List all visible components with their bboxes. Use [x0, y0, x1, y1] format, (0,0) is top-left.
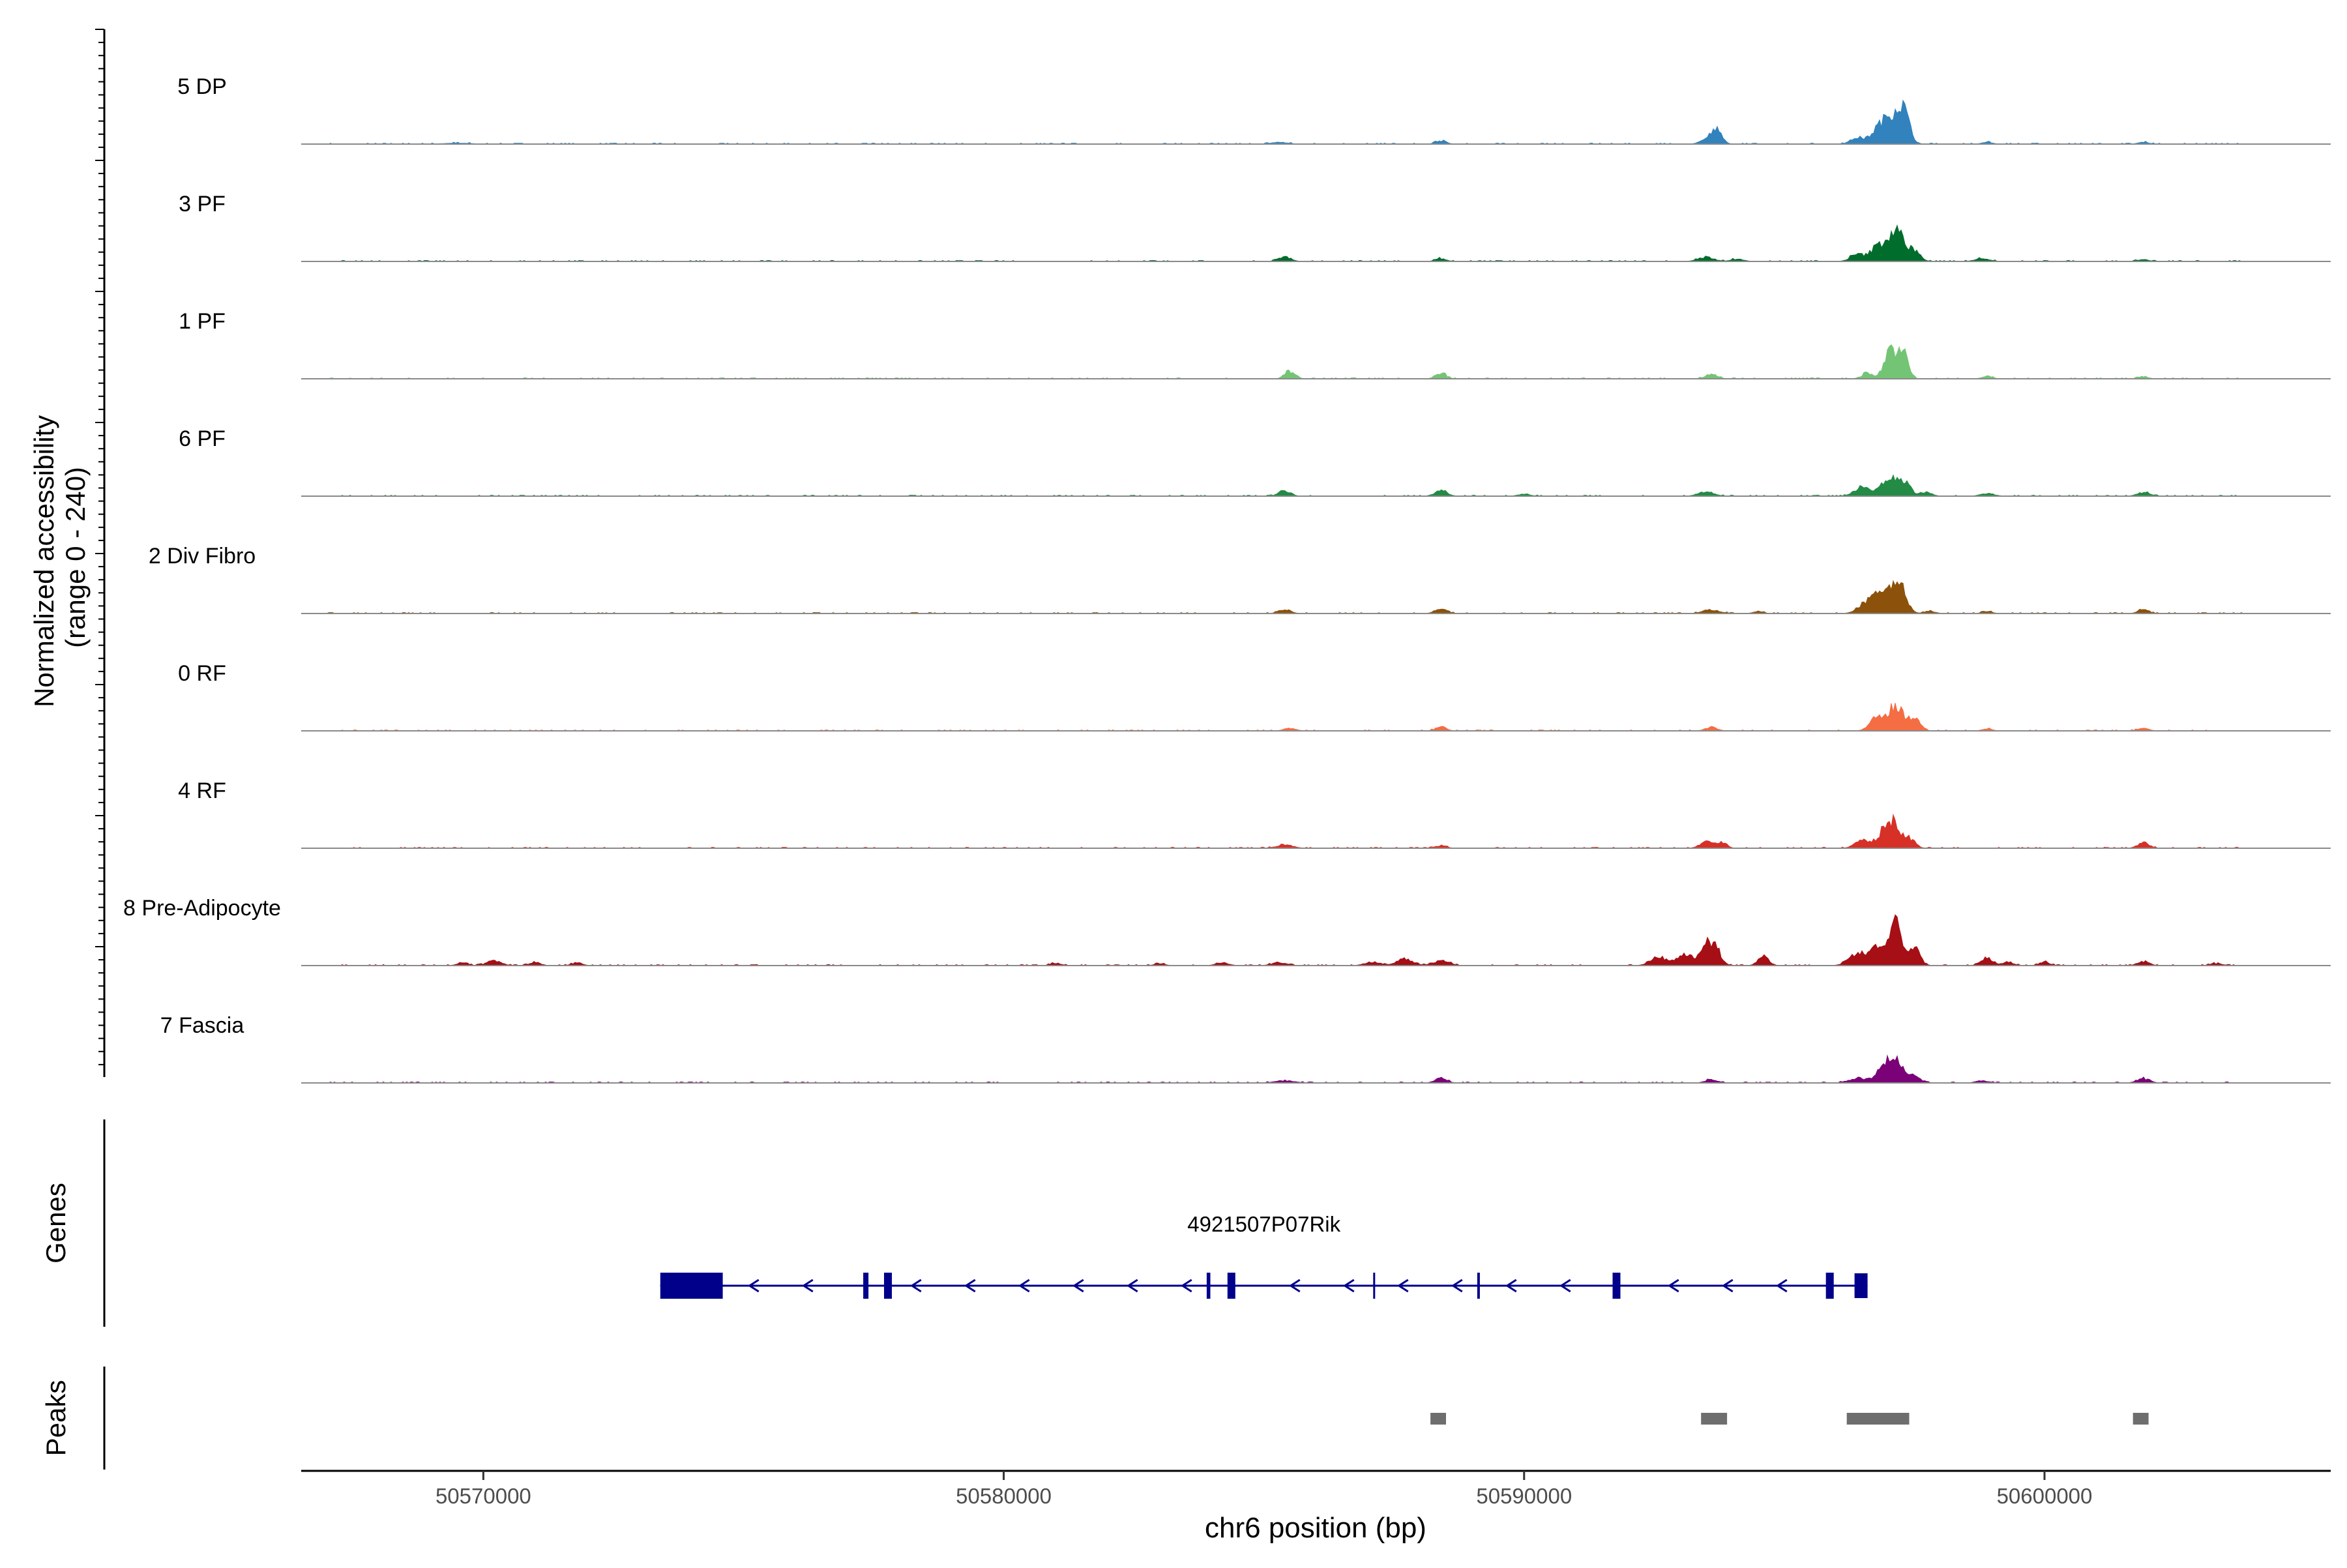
track-label: 7 Fascia [160, 1013, 244, 1038]
coverage-area [301, 914, 2331, 966]
coverage-area [301, 580, 2331, 614]
gene-exon [1206, 1273, 1211, 1299]
gene-exon [660, 1273, 723, 1299]
x-tick-label: 50590000 [1476, 1484, 1572, 1508]
strand-arrow [1396, 1279, 1409, 1293]
gene-exon [1612, 1273, 1621, 1299]
coverage-track: 3 PF [179, 192, 2331, 262]
strand-arrow [1342, 1279, 1355, 1293]
strand-arrow [1288, 1279, 1301, 1293]
peak-region [1430, 1413, 1446, 1425]
strand-arrow [1559, 1279, 1571, 1293]
gene-model [660, 1273, 1868, 1299]
coverage-track: 1 PF [179, 309, 2331, 379]
strand-arrow [909, 1279, 922, 1293]
y-axis: Normalized accessibility (range 0 - 240) [29, 29, 106, 1077]
x-tick-label: 50580000 [956, 1484, 1052, 1508]
coverage-track: 8 Pre-Adipocyte [123, 896, 2331, 966]
strand-arrow [1775, 1279, 1788, 1293]
gene-exon [1477, 1273, 1480, 1299]
coverage-track: 0 RF [178, 661, 2331, 732]
strand-arrow [1505, 1279, 1517, 1293]
track-label: 6 PF [179, 426, 226, 451]
x-tick-label: 50570000 [435, 1484, 531, 1508]
strand-arrow [1721, 1279, 1734, 1293]
track-label: 1 PF [179, 309, 226, 334]
coverage-track: 6 PF [179, 426, 2331, 497]
coverage-area [301, 1054, 2331, 1084]
coverage-area [301, 344, 2331, 379]
peak-region [1846, 1413, 1910, 1425]
peaks-track-label: Peaks [40, 1380, 71, 1457]
track-label: 3 PF [179, 192, 226, 216]
track-label: 2 Div Fibro [149, 544, 256, 569]
y-axis-label-line2: (range 0 - 240) [60, 467, 91, 648]
y-axis-ticks [95, 29, 104, 1065]
coverage-tracks: 5 DP 3 PF 1 PF 6 PF 2 Div Fibro 0 RF 4 RF 8 Pre… [123, 74, 2331, 1084]
coverage-area [301, 813, 2331, 849]
genes-track-label: Genes [40, 1183, 71, 1264]
strand-arrow [1180, 1279, 1192, 1293]
gene-exon [884, 1273, 892, 1299]
peaks-track: Peaks [40, 1367, 2149, 1470]
strand-arrow [1072, 1279, 1084, 1293]
strand-arrow [747, 1279, 760, 1293]
coverage-area [301, 474, 2331, 497]
coverage-area [301, 99, 2331, 145]
genes-track: Genes 4921507P07Rik [40, 1119, 1868, 1327]
peak-region [1701, 1413, 1728, 1425]
strand-arrow [1451, 1279, 1463, 1293]
strand-arrow [1667, 1279, 1679, 1293]
y-axis-label: Normalized accessibility (range 0 - 240) [29, 407, 91, 707]
strand-arrow [1126, 1279, 1138, 1293]
x-axis: 50570000 50580000 50590000 50600000 chr6 po… [301, 1470, 2331, 1544]
gene-name-label: 4921507P07Rik [1187, 1212, 1340, 1236]
track-label: 0 RF [178, 661, 226, 686]
coverage-area [301, 224, 2331, 262]
coverage-track: 7 Fascia [160, 1013, 2331, 1084]
track-label: 8 Pre-Adipocyte [123, 896, 281, 921]
gene-exon [1825, 1273, 1834, 1299]
peak-regions [1430, 1413, 2149, 1425]
y-axis-label-line1: Normalized accessibility [29, 415, 59, 707]
strand-arrow [964, 1279, 976, 1293]
x-axis-label: chr6 position (bp) [1205, 1512, 1426, 1544]
gene-exon [1854, 1273, 1868, 1298]
gene-exon [1227, 1273, 1235, 1299]
track-label: 4 RF [178, 778, 226, 803]
strand-arrow [1018, 1279, 1030, 1293]
coverage-track: 2 Div Fibro [149, 544, 2331, 614]
x-axis-ticks: 50570000 50580000 50590000 50600000 [435, 1471, 2092, 1508]
gene-exon [863, 1273, 869, 1299]
coverage-track: 5 DP [177, 74, 2331, 145]
track-label: 5 DP [177, 74, 227, 99]
x-tick-label: 50600000 [1997, 1484, 2093, 1508]
strand-arrow [801, 1279, 814, 1293]
coverage-area [301, 703, 2331, 732]
gene-exon [1373, 1273, 1376, 1299]
peak-region [2133, 1413, 2149, 1425]
coverage-track: 4 RF [178, 778, 2331, 849]
